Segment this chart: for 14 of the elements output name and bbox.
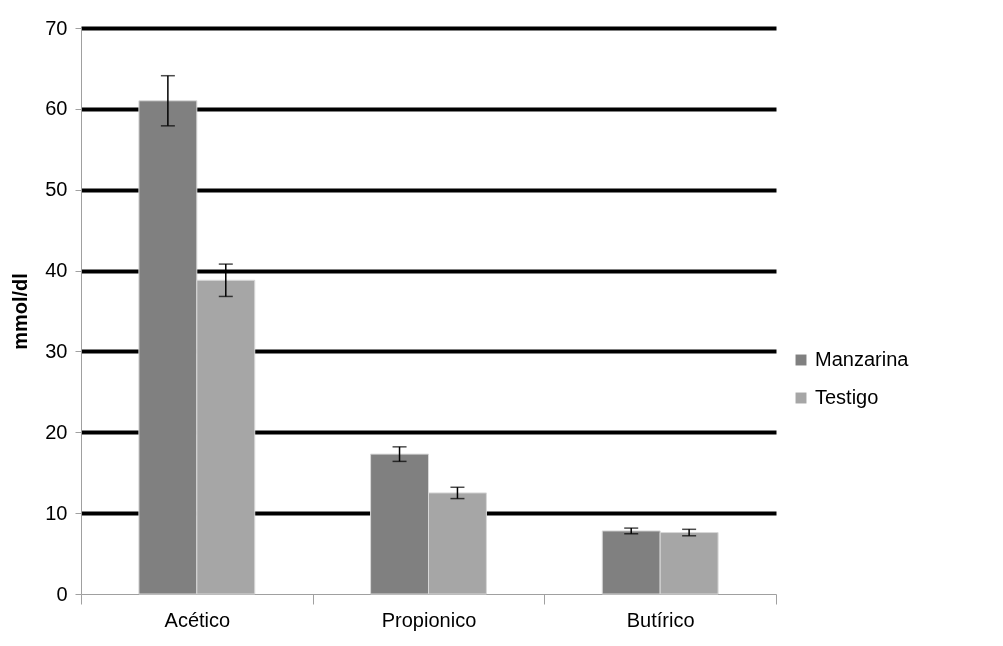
y-tick-label: 60 — [45, 97, 68, 120]
x-tick-label: Butírico — [626, 608, 695, 631]
y-tick-label: 20 — [45, 420, 68, 443]
y-tick-label: 30 — [45, 339, 68, 362]
y-tick-label: 40 — [45, 259, 68, 282]
legend-label: Manzarina — [815, 348, 910, 370]
x-tick-label: Propionico — [381, 608, 477, 631]
y-axis-title: mmol/dl — [9, 273, 32, 350]
legend-label: Testigo — [815, 386, 879, 408]
y-tick-label: 70 — [45, 16, 68, 39]
y-tick-label: 50 — [45, 178, 68, 201]
x-tick-label: Acético — [164, 608, 231, 631]
y-tick-label: 10 — [45, 501, 68, 524]
y-tick-label: 0 — [56, 582, 68, 605]
